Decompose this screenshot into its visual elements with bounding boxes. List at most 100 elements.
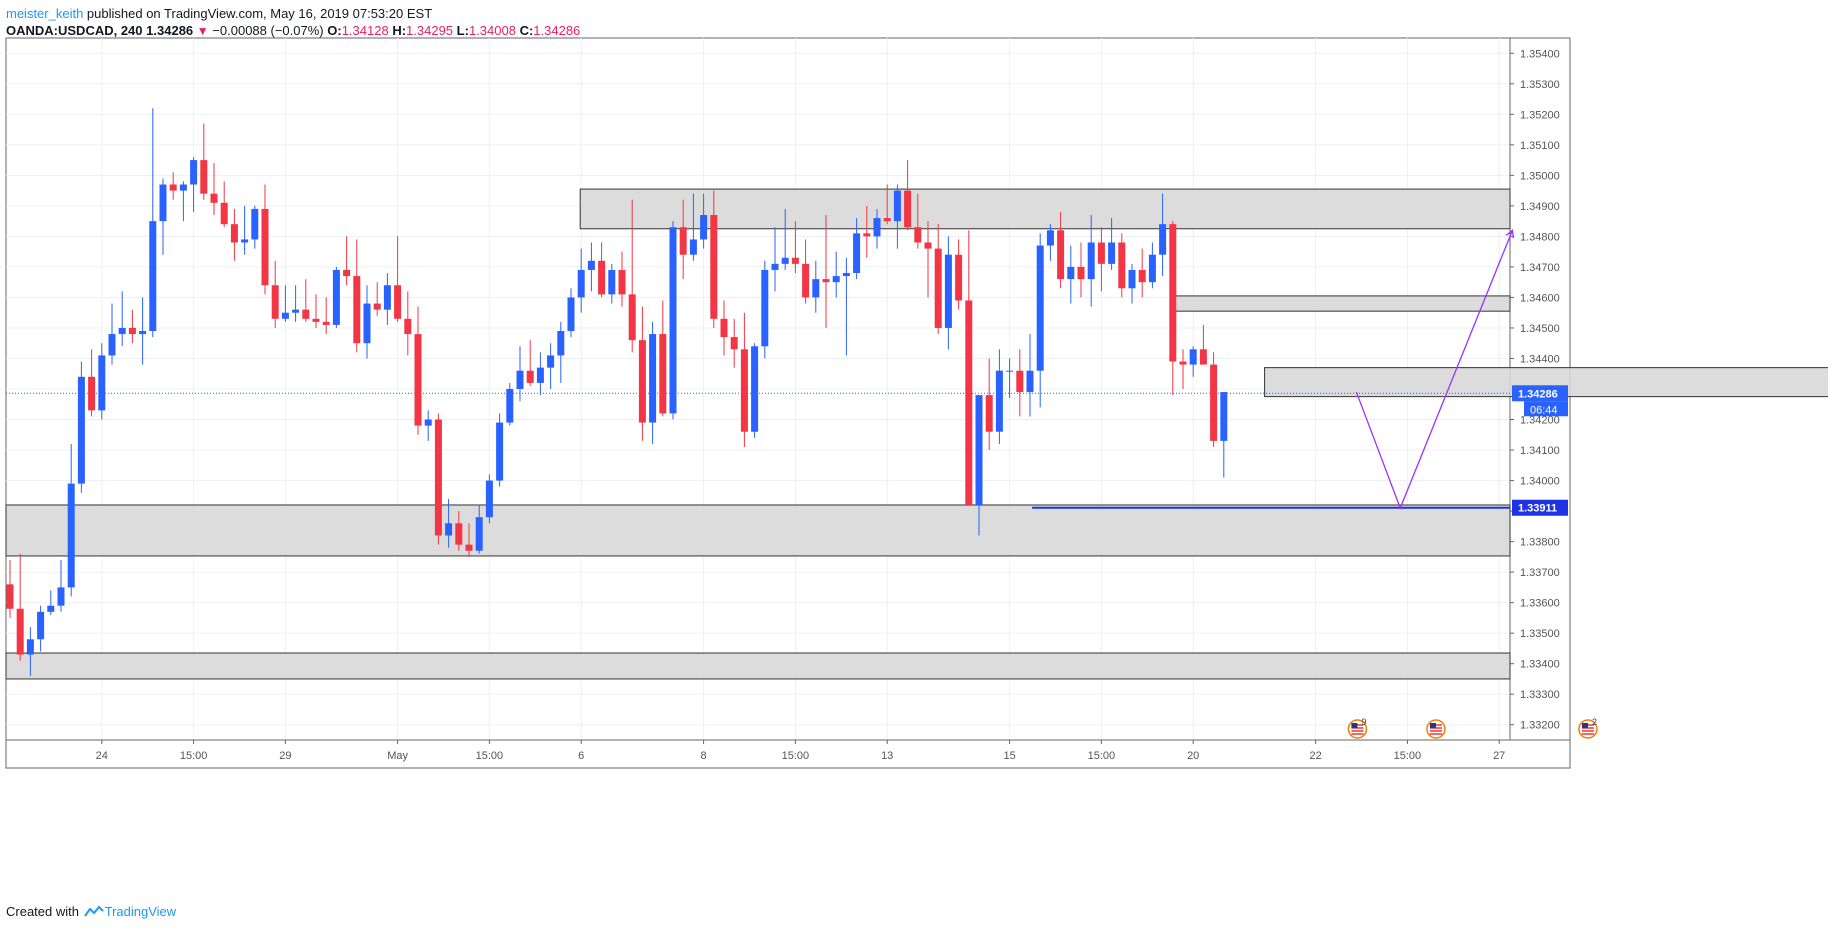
candle-body[interactable] bbox=[567, 297, 575, 332]
candle-body[interactable] bbox=[914, 227, 922, 243]
candle-body[interactable] bbox=[220, 202, 228, 225]
candle-body[interactable] bbox=[516, 370, 524, 389]
candle-body[interactable] bbox=[465, 544, 473, 551]
candle-body[interactable] bbox=[720, 318, 728, 338]
candle-body[interactable] bbox=[343, 269, 351, 277]
candle-body[interactable] bbox=[1169, 224, 1177, 362]
candle-body[interactable] bbox=[669, 227, 677, 414]
symbol-label[interactable]: OANDA:USDCAD, 240 bbox=[6, 23, 143, 38]
candle-body[interactable] bbox=[26, 639, 34, 655]
candle-body[interactable] bbox=[975, 395, 983, 505]
candle-body[interactable] bbox=[47, 605, 55, 612]
candle-body[interactable] bbox=[77, 376, 85, 484]
candle-body[interactable] bbox=[322, 321, 330, 325]
candle-body[interactable] bbox=[659, 334, 667, 414]
candle-body[interactable] bbox=[332, 269, 340, 325]
candle-body[interactable] bbox=[893, 190, 901, 222]
candle-body[interactable] bbox=[618, 269, 626, 295]
candle-body[interactable] bbox=[1199, 349, 1207, 365]
candle-body[interactable] bbox=[689, 239, 697, 255]
candle-body[interactable] bbox=[842, 273, 850, 277]
candle-body[interactable] bbox=[1057, 230, 1065, 280]
candle-body[interactable] bbox=[822, 279, 830, 283]
candle-body[interactable] bbox=[302, 309, 310, 319]
candle-body[interactable] bbox=[210, 193, 218, 203]
candle-body[interactable] bbox=[710, 215, 718, 319]
candle-body[interactable] bbox=[944, 254, 952, 328]
candle-body[interactable] bbox=[965, 300, 973, 505]
candle-body[interactable] bbox=[1087, 242, 1095, 280]
candle-body[interactable] bbox=[118, 327, 126, 335]
candle-body[interactable] bbox=[496, 422, 504, 481]
zone-lower[interactable] bbox=[5, 652, 1511, 680]
candle-body[interactable] bbox=[791, 257, 799, 264]
candle-body[interactable] bbox=[955, 254, 963, 301]
candle-body[interactable] bbox=[363, 303, 371, 344]
candle-body[interactable] bbox=[57, 587, 65, 606]
candle-body[interactable] bbox=[139, 331, 147, 335]
candle-body[interactable] bbox=[128, 327, 136, 335]
candle-body[interactable] bbox=[169, 184, 177, 191]
candle-body[interactable] bbox=[700, 215, 708, 240]
candle-body[interactable] bbox=[1036, 245, 1044, 371]
candle-body[interactable] bbox=[190, 160, 198, 185]
candle-body[interactable] bbox=[251, 208, 259, 240]
candle-body[interactable] bbox=[485, 480, 493, 518]
candle-body[interactable] bbox=[587, 260, 595, 270]
candle-body[interactable] bbox=[200, 160, 208, 194]
candle-body[interactable] bbox=[679, 227, 687, 255]
zone-support[interactable] bbox=[5, 504, 1511, 557]
candle-body[interactable] bbox=[832, 276, 840, 283]
candle-body[interactable] bbox=[802, 263, 810, 298]
candle-body[interactable] bbox=[761, 269, 769, 347]
candle-body[interactable] bbox=[771, 263, 779, 270]
candle-body[interactable] bbox=[1097, 242, 1105, 264]
candle-body[interactable] bbox=[1138, 269, 1146, 283]
candle-body[interactable] bbox=[1210, 364, 1218, 441]
candle-body[interactable] bbox=[649, 334, 657, 423]
candle-body[interactable] bbox=[873, 218, 881, 237]
candle-body[interactable] bbox=[638, 340, 646, 423]
candle-body[interactable] bbox=[812, 279, 820, 298]
candle-body[interactable] bbox=[475, 517, 483, 551]
candle-body[interactable] bbox=[883, 218, 891, 222]
candle-body[interactable] bbox=[261, 208, 269, 286]
candle-body[interactable] bbox=[67, 483, 75, 588]
candle-body[interactable] bbox=[1118, 242, 1126, 289]
us-flag-event-icon[interactable] bbox=[1426, 719, 1446, 739]
candle-body[interactable] bbox=[414, 334, 422, 426]
candle-body[interactable] bbox=[37, 611, 45, 640]
candle-body[interactable] bbox=[608, 269, 616, 295]
candle-body[interactable] bbox=[557, 331, 565, 356]
candle-body[interactable] bbox=[1026, 370, 1034, 393]
candle-body[interactable] bbox=[1067, 266, 1075, 280]
candle-body[interactable] bbox=[373, 303, 381, 310]
candle-body[interactable] bbox=[863, 233, 871, 237]
candle-body[interactable] bbox=[1108, 242, 1116, 264]
candle-body[interactable] bbox=[394, 285, 402, 319]
candle-body[interactable] bbox=[424, 419, 432, 426]
candle-body[interactable] bbox=[751, 346, 759, 432]
candle-body[interactable] bbox=[924, 242, 932, 249]
candle-body[interactable] bbox=[98, 355, 106, 411]
tradingview-brand-link[interactable]: TradingView bbox=[104, 904, 177, 919]
candle-body[interactable] bbox=[547, 355, 555, 368]
candle-body[interactable] bbox=[536, 367, 544, 383]
candle-body[interactable] bbox=[740, 349, 748, 432]
zone-mid[interactable] bbox=[1170, 295, 1511, 312]
candle-body[interactable] bbox=[1159, 224, 1167, 255]
candle-body[interactable] bbox=[995, 370, 1003, 432]
candle-body[interactable] bbox=[179, 184, 187, 191]
candle-body[interactable] bbox=[159, 184, 167, 222]
candle-body[interactable] bbox=[577, 269, 585, 298]
candle-body[interactable] bbox=[730, 337, 738, 350]
candle-body[interactable] bbox=[1220, 392, 1228, 441]
candle-body[interactable] bbox=[241, 239, 249, 243]
candle-body[interactable] bbox=[904, 190, 912, 228]
candle-body[interactable] bbox=[455, 523, 463, 545]
candle-body[interactable] bbox=[934, 248, 942, 328]
candle-body[interactable] bbox=[1148, 254, 1156, 283]
candle-body[interactable] bbox=[1179, 361, 1187, 365]
candle-body[interactable] bbox=[628, 294, 636, 341]
candle-body[interactable] bbox=[434, 419, 442, 536]
